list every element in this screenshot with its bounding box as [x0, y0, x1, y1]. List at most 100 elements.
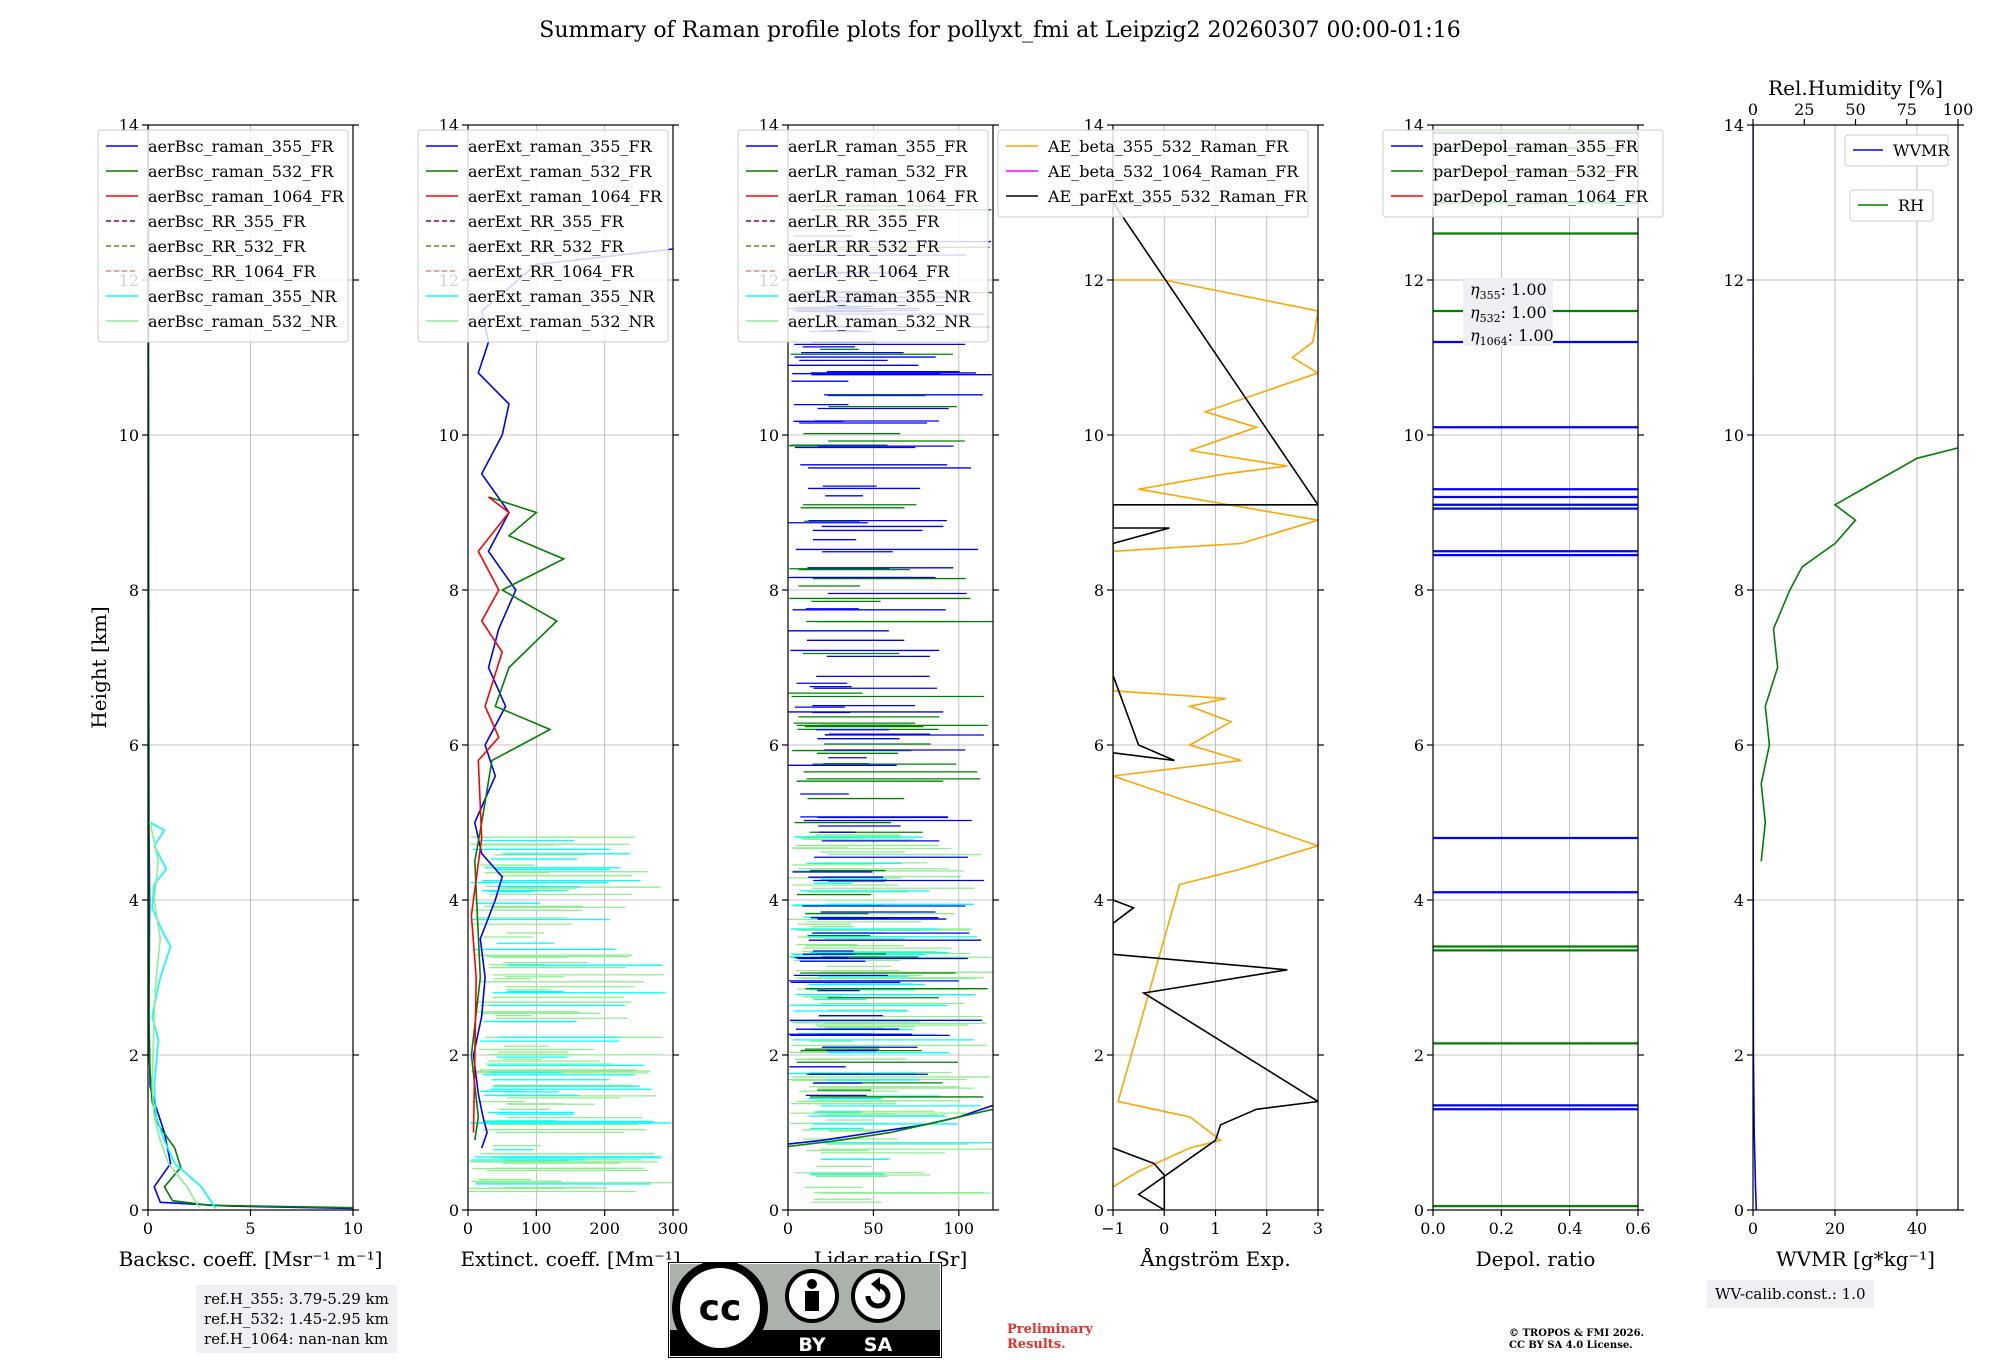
- legend-label: aerBsc_raman_355_FR: [148, 137, 334, 156]
- series-aerLR_raman_532_FR: [788, 1108, 993, 1148]
- y-tick-label: 12: [1404, 271, 1424, 290]
- y-tick-label: 0: [1414, 1201, 1424, 1220]
- y-tick-label: 2: [769, 1046, 779, 1065]
- y-tick-label: 0: [1734, 1201, 1744, 1220]
- x2-tick-label: 0: [1748, 100, 1758, 119]
- x-tick-label: 40: [1907, 1219, 1927, 1238]
- legend-label: aerExt_raman_532_NR: [468, 312, 656, 331]
- by-person-body: [805, 1291, 819, 1311]
- preliminary-results-note: Preliminary Results.: [1007, 1322, 1093, 1352]
- legend-label: aerLR_raman_1064_FR: [788, 187, 978, 206]
- figure-title: Summary of Raman profile plots for polly…: [539, 18, 1461, 43]
- axes-frame: [1432, 124, 1639, 1211]
- legend-label: aerLR_RR_355_FR: [788, 212, 940, 231]
- panel-2: 024681012140100200300Extinct. coeff. [Mm…: [417, 116, 688, 1271]
- eta-1064: η1064: 1.00: [1470, 326, 1554, 348]
- legend-label: aerExt_raman_355_FR: [468, 137, 653, 156]
- y-tick-label: 10: [439, 426, 459, 445]
- legend-label: aerBsc_raman_1064_FR: [148, 187, 345, 206]
- legend-label: aerExt_raman_1064_FR: [468, 187, 663, 206]
- series-RH: [1760, 447, 1958, 862]
- x-tick-label: 20: [1825, 1219, 1845, 1238]
- y-tick-label: 10: [119, 426, 139, 445]
- x-tick-label: 0: [1159, 1219, 1169, 1238]
- eta-symbol: η: [1470, 303, 1480, 322]
- y-tick-label: 8: [449, 581, 459, 600]
- y-tick-label: 2: [1094, 1046, 1104, 1065]
- cc-text: cc: [699, 1288, 742, 1329]
- series-aerExt_raman_1064_FR: [470, 496, 511, 1133]
- sa-share-icon: [851, 1269, 905, 1323]
- by-person-head: [807, 1279, 817, 1289]
- x-tick-label: 200: [589, 1219, 620, 1238]
- preliminary-line-2: Results.: [1007, 1337, 1066, 1352]
- y-tick-label: 2: [129, 1046, 139, 1065]
- x-tick-label: 10: [343, 1219, 363, 1238]
- y-tick-label: 4: [1414, 891, 1424, 910]
- axes-frame: [1752, 124, 1959, 1211]
- eta-wavelength: 532: [1480, 312, 1501, 325]
- y-tick-label: 6: [769, 736, 779, 755]
- data-layer: [788, 205, 993, 1203]
- legend-label: aerBsc_RR_1064_FR: [148, 262, 317, 281]
- panel-1: 024681012140510Backsc. coeff. [Msr⁻¹ m⁻¹…: [87, 116, 382, 1271]
- cc-by-sa-badge: cc BY SA: [668, 1262, 942, 1358]
- x-tick-label: 100: [521, 1219, 552, 1238]
- legend-label: parDepol_raman_532_FR: [1433, 162, 1639, 181]
- x-axis-label: Ångström Exp.: [1139, 1246, 1290, 1271]
- y-tick-label: 0: [449, 1201, 459, 1220]
- y-tick-label: 2: [1734, 1046, 1744, 1065]
- x-tick-label: 0: [1748, 1219, 1758, 1238]
- refh-532: ref.H_532: 1.45-2.95 km: [204, 1310, 389, 1328]
- by-label: BY: [798, 1334, 825, 1356]
- y-tick-label: 14: [1724, 116, 1744, 135]
- eta-532: η532: 1.00: [1470, 303, 1547, 325]
- x-tick-label: 0.4: [1557, 1219, 1582, 1238]
- y-tick-label: 10: [759, 426, 779, 445]
- x2-axis-label: Rel.Humidity [%]: [1768, 76, 1943, 100]
- y-tick-label: 4: [449, 891, 459, 910]
- x-tick-label: 5: [245, 1219, 255, 1238]
- copyright-note: © TROPOS & FMI 2026. CC BY SA 4.0 Licens…: [1509, 1328, 1644, 1352]
- y-tick-label: 6: [449, 736, 459, 755]
- y-tick-label: 0: [1094, 1201, 1104, 1220]
- y-tick-label: 8: [129, 581, 139, 600]
- series-aerExt_raman_532_FR: [470, 496, 566, 1141]
- eta-box: [1463, 278, 1553, 346]
- copyright-line-2: CC BY SA 4.0 License.: [1509, 1340, 1633, 1351]
- data-layer: [1113, 201, 1318, 1210]
- eta-value: : 1.00: [1501, 303, 1547, 322]
- x-tick-label: 50: [863, 1219, 883, 1238]
- y-tick-label: 6: [1094, 736, 1104, 755]
- eta-wavelength: 355: [1480, 289, 1501, 302]
- legend-label: aerBsc_RR_355_FR: [148, 212, 306, 231]
- legend-box: [1849, 189, 1934, 222]
- x-tick-label: 0: [143, 1219, 153, 1238]
- y-tick-label: 8: [1414, 581, 1424, 600]
- y-tick-label: 10: [1724, 426, 1744, 445]
- legend-label: RH: [1898, 196, 1924, 215]
- legend-box: [737, 129, 989, 343]
- sa-arrow-head: [871, 1277, 880, 1292]
- y-tick-label: 6: [1414, 736, 1424, 755]
- legend-label: aerExt_RR_532_FR: [468, 237, 625, 256]
- data-layer: [1753, 125, 1958, 1210]
- axes-frame: [467, 124, 674, 1211]
- legend-label: AE_parExt_355_532_Raman_FR: [1047, 187, 1308, 206]
- y-tick-label: 8: [1734, 581, 1744, 600]
- refh-355: ref.H_355: 3.79-5.29 km: [204, 1290, 389, 1308]
- copyright-line-1: © TROPOS & FMI 2026.: [1509, 1328, 1645, 1339]
- y-tick-label: 12: [1084, 271, 1104, 290]
- legend-label: WVMR: [1893, 141, 1950, 160]
- legend-label: parDepol_raman_355_FR: [1433, 137, 1639, 156]
- eta-value: : 1.00: [1508, 326, 1554, 345]
- y-axis-label: Height [km]: [87, 606, 111, 728]
- x-axis-label: Depol. ratio: [1476, 1247, 1596, 1271]
- y-tick-label: 8: [1094, 581, 1104, 600]
- legend-label: aerExt_raman_532_FR: [468, 162, 653, 181]
- x-axis-label: Extinct. coeff. [Mm⁻¹]: [460, 1247, 680, 1271]
- y-tick-label: 6: [129, 736, 139, 755]
- legend-label: aerExt_raman_355_NR: [468, 287, 656, 306]
- legend-box: [997, 129, 1309, 218]
